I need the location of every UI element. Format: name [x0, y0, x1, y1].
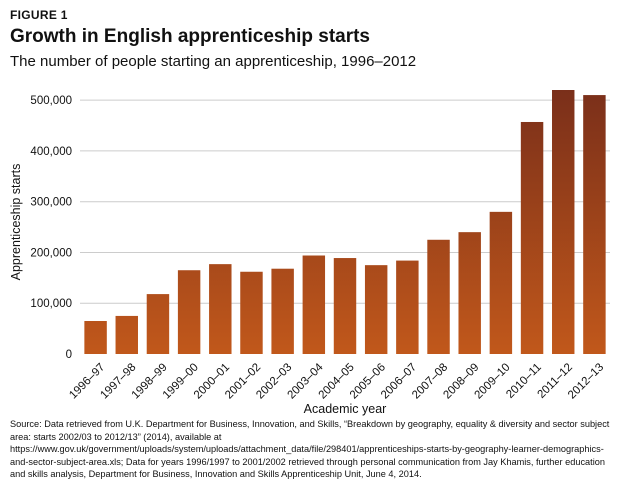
y-tick-labels: 0 100,000 200,000 300,000 400,000 500,000	[30, 95, 72, 361]
bar-1997–98	[115, 315, 138, 354]
y-tick-label: 200,000	[30, 247, 72, 259]
y-tick-label: 0	[66, 349, 72, 361]
bar-2008–09	[458, 232, 481, 354]
bar-2012–13	[583, 95, 606, 355]
x-axis-label: Academic year	[304, 402, 387, 416]
y-tick-label: 500,000	[30, 95, 72, 107]
bar-2000–01	[209, 264, 232, 354]
bar-2009–10	[489, 211, 513, 354]
bar-2001–02	[240, 271, 263, 354]
bar-2003–04	[302, 255, 326, 354]
y-tick-label: 400,000	[30, 146, 72, 158]
y-tick-label: 300,000	[30, 197, 72, 209]
bar-2010–11	[520, 121, 544, 354]
x-tick-labels: 1996–971997–981998–991999–002000–012001–…	[67, 361, 606, 402]
bar-chart: 0 100,000 200,000 300,000 400,000 500,000 199…	[9, 90, 610, 416]
bar-2004–05	[333, 258, 357, 354]
source-note: Source: Data retrieved from U.K. Departm…	[10, 419, 610, 480]
chart-title: Growth in English apprenticeship starts	[10, 26, 370, 47]
bar-2007–08	[427, 239, 450, 354]
bar-1998–99	[146, 294, 170, 354]
bar-2002–03	[271, 268, 294, 354]
bar-1999–00	[177, 270, 201, 354]
bar-1996–97	[84, 321, 107, 354]
y-axis-label: Apprenticeship starts	[9, 164, 23, 281]
bar-2005–06	[364, 265, 388, 354]
bar-2011–12	[552, 90, 575, 354]
bars	[84, 90, 606, 355]
chart-subtitle: The number of people starting an apprent…	[10, 53, 417, 70]
figure-label: FIGURE 1	[10, 8, 68, 22]
bar-2006–07	[396, 260, 419, 354]
y-tick-label: 100,000	[30, 298, 72, 310]
